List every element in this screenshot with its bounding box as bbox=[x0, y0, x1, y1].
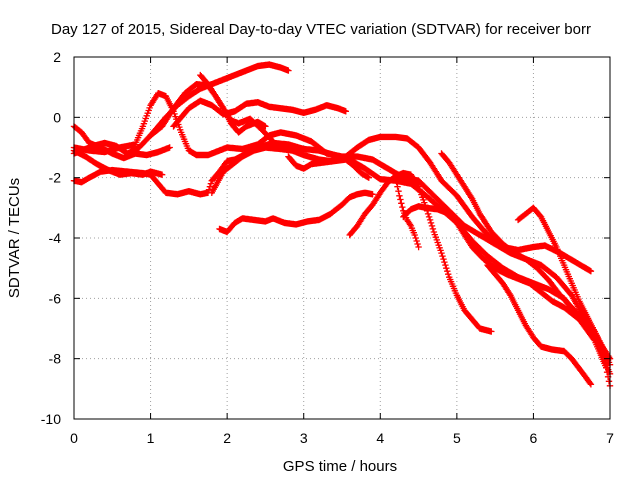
series-s15 bbox=[514, 204, 614, 389]
series-s14 bbox=[484, 261, 595, 388]
series-s5 bbox=[147, 61, 292, 139]
x-tick-label: 1 bbox=[147, 430, 155, 446]
series-marks bbox=[216, 189, 376, 236]
series-marks bbox=[147, 61, 292, 139]
y-tick-label: -10 bbox=[41, 411, 61, 427]
series-s6 bbox=[197, 71, 269, 136]
x-axis-label: GPS time / hours bbox=[283, 458, 397, 475]
data-series bbox=[70, 61, 614, 389]
y-tick-label: 0 bbox=[53, 109, 61, 125]
y-tick-label: -8 bbox=[49, 351, 62, 367]
x-tick-label: 4 bbox=[376, 430, 384, 446]
y-axis-label: SDTVAR / TECUs bbox=[6, 178, 23, 298]
series-s9 bbox=[216, 189, 376, 236]
series-s10 bbox=[346, 169, 495, 335]
series-s12 bbox=[392, 174, 422, 251]
series-s8 bbox=[285, 153, 372, 181]
x-tick-label: 2 bbox=[223, 430, 231, 446]
x-tick-label: 6 bbox=[530, 430, 538, 446]
grid bbox=[74, 57, 610, 419]
x-tick-label: 3 bbox=[300, 430, 308, 446]
series-marks bbox=[346, 169, 495, 335]
series-marks bbox=[285, 153, 372, 181]
x-tick-label: 0 bbox=[70, 430, 78, 446]
x-tick-label: 5 bbox=[453, 430, 461, 446]
chart-title: Day 127 of 2015, Sidereal Day-to-day VTE… bbox=[51, 21, 591, 38]
y-tick-label: -4 bbox=[49, 230, 62, 246]
y-tick-label: -6 bbox=[49, 290, 62, 306]
series-marks bbox=[392, 174, 422, 251]
y-tick-label: -2 bbox=[49, 170, 62, 186]
series-marks bbox=[484, 261, 595, 388]
y-tick-label: 2 bbox=[53, 49, 61, 65]
series-s4 bbox=[170, 97, 349, 130]
series-marks bbox=[514, 204, 614, 389]
axis-ticks: 0 1 2 3 4 5 6 7 -10 -8 -6 -4 -2 0 2 bbox=[41, 49, 614, 446]
series-marks bbox=[170, 97, 349, 130]
x-tick-label: 7 bbox=[606, 430, 614, 446]
series-marks bbox=[197, 71, 269, 136]
